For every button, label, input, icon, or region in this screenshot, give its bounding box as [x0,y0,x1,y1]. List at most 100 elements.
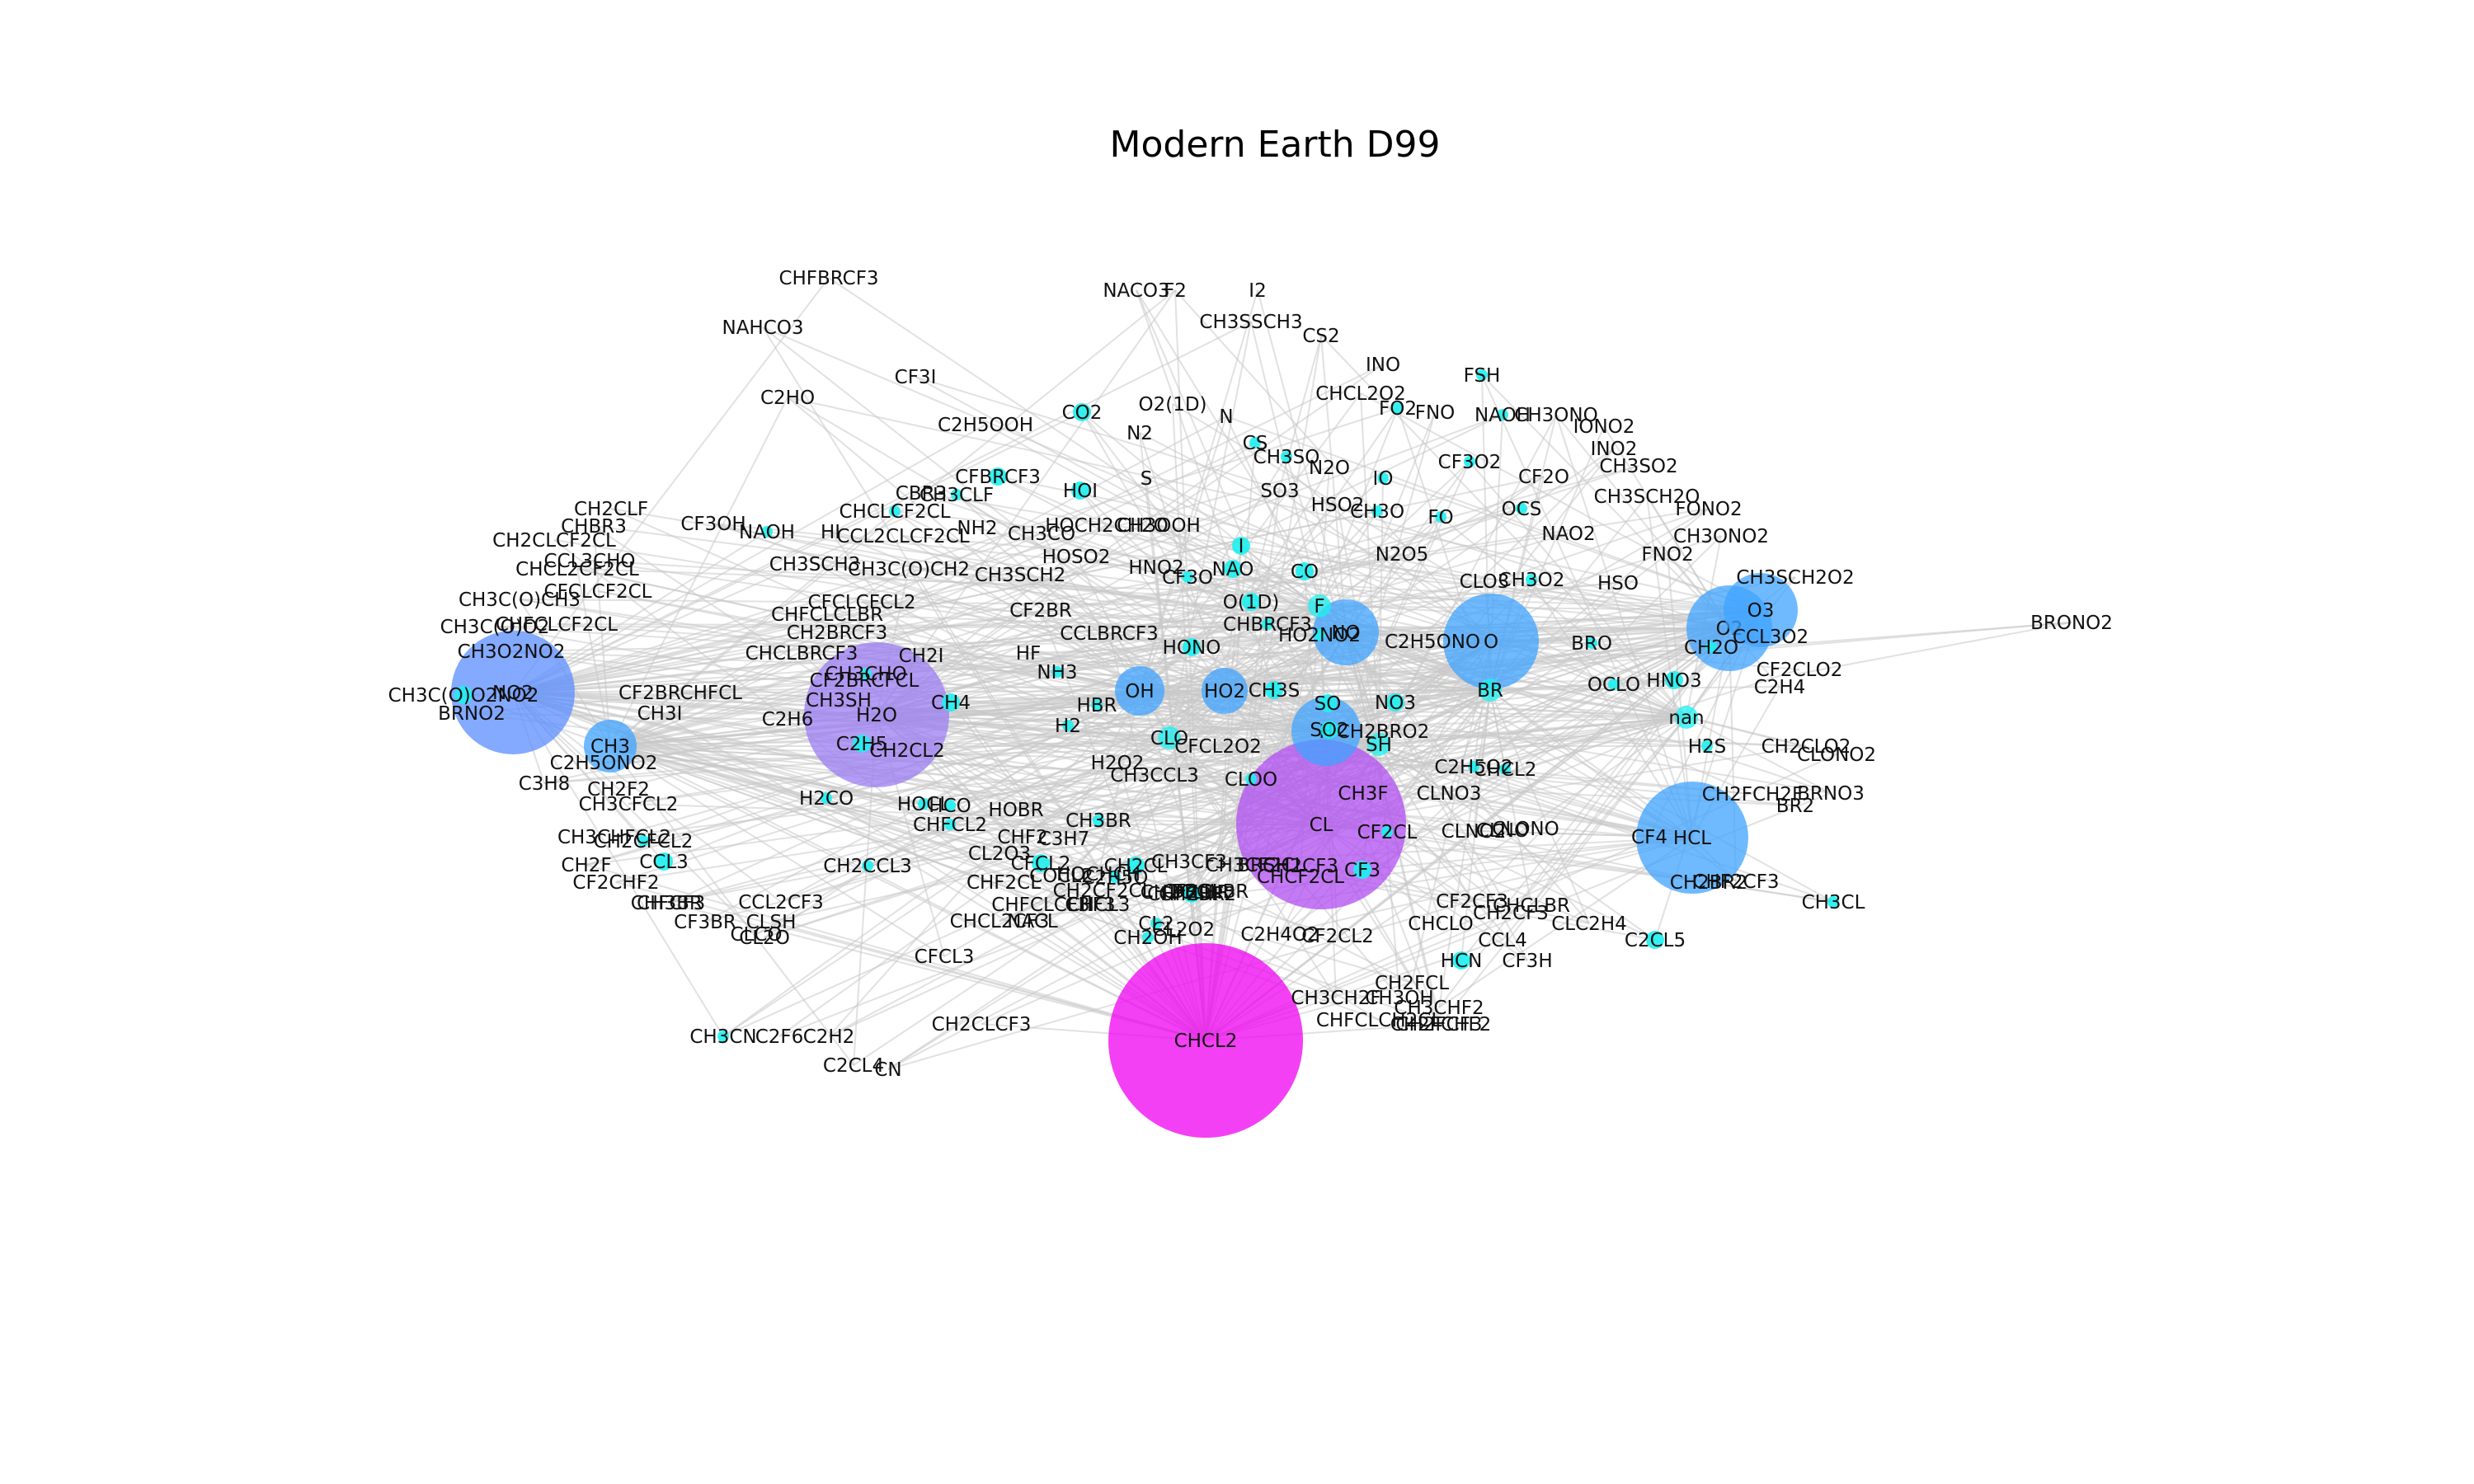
graph-node: C2H4O2 [1240,924,1319,946]
node-circle [1516,503,1527,514]
node-label: CHCL2CF3 [950,911,1050,932]
graph-node: CH3OH [1365,988,1433,1009]
graph-edge [902,535,1761,611]
graph-node: S [1141,468,1153,490]
graph-node: CBR3 [896,483,947,505]
node-label: C3H8 [519,773,571,795]
graph-node: FSH [1464,365,1501,387]
graph-node: CCL3 [639,852,689,873]
node-label: NO [1331,622,1360,644]
node-circle [1126,857,1145,875]
node-label: CHFCLCH2CL [1316,1010,1442,1031]
graph-edge [1794,622,2072,675]
graph-edge [519,599,1761,611]
graph-edge [1440,716,1687,1025]
graph-node: CF3 [1344,860,1380,881]
node-circle [717,1031,729,1042]
graph-node: CHCLO [1408,913,1474,935]
node-circle [1093,815,1104,826]
graph-node: CH2F2 [587,779,650,801]
node-label: HBR [1076,695,1117,716]
node-label: CCL3CHO [543,551,635,572]
graph-node: CCL3O2 [1733,627,1808,648]
graph-edge [609,397,788,747]
graph-node: CL2 [1138,913,1174,935]
node-label: CF3OH [680,514,745,535]
node-label: FNO2 [1641,544,1693,566]
graph-node: CF2CLO2 [1757,660,1843,681]
node-label: CHFBRCF3 [778,268,878,289]
graph-node: CLOO [1225,769,1277,791]
node-label: CH2BRCF3 [787,622,888,644]
graph-edge [609,745,854,1066]
graph-node: CH2CCL3 [823,856,912,877]
graph-edge [1320,824,1834,903]
graph-edge [764,690,1141,938]
graph-edge [1224,335,1322,692]
node-circle [1265,681,1283,699]
graph-node: CF2CLBR [1163,881,1249,903]
graph-node: CH2FCF3 [1395,1014,1482,1036]
node-label: CCL2CF3 [738,892,824,913]
graph-node: SO3 [1260,481,1299,502]
node-label: CHF2CF3 [1692,871,1779,893]
graph-node: CHCL2CF2CL [515,559,639,580]
graph-node: C2HO [760,387,815,409]
node-circle [637,835,649,847]
graph-node: H2S [1688,736,1727,758]
node-circle [1202,668,1248,714]
node-circle [1827,896,1839,908]
node-circle [1051,666,1063,678]
graph-node: CCLBRCF3 [1060,623,1158,645]
node-label: SO2 [1310,720,1348,741]
node-label: CH3ONO2 [1673,526,1769,547]
graph-edge [876,714,1413,984]
graph-edge [722,689,1491,1037]
node-circle [1646,931,1664,949]
node-label: C2H6 [762,709,814,730]
graph-node: CHCLCF2CL [839,501,950,523]
graph-edge [1098,690,1225,905]
node-circle [1476,369,1488,381]
graph-node: CH3CL [1802,892,1865,913]
node-label: NAOH [1475,405,1531,426]
node-label: CF3BR [674,912,736,933]
graph-node: HCO [929,796,971,817]
graph-node: CF2CL2 [1301,926,1373,947]
node-label: CHCF2CL [1257,866,1344,888]
node-label: CH3CH2F [1291,988,1380,1009]
graph-edge [780,737,1170,903]
node-circle [584,720,637,773]
node-label: CHFCL2 [913,815,987,836]
graph-node: NACO3 [1103,280,1169,302]
node-circle [1314,629,1325,641]
graph-node: CH3SO [1253,447,1320,468]
node-label: NO2 [492,683,534,704]
graph-edge [512,407,1399,693]
node-circle [1142,932,1154,943]
graph-edge [755,605,1320,935]
node-circle [1497,409,1508,420]
graph-edge [1378,744,1650,838]
node-circle [1464,456,1475,467]
graph-node: CHFCHF2 [1147,884,1236,905]
graph-node: CL2O [739,928,790,949]
graph-edge [1345,632,1528,961]
node-label: N2 [1126,423,1153,444]
graph-node: BRONO2 [2030,613,2113,634]
graph-node: HSO [1597,573,1639,594]
graph-node: IO [1373,468,1394,490]
node-label: C2F6 [755,1026,804,1048]
graph-node: CLCO [730,924,782,946]
node-label: BRCL [1171,881,1221,903]
graph-edge [1378,744,1656,941]
graph-node: CH2CLBR [1141,882,1230,904]
node-circle [862,860,873,871]
graph-node: NAOH [1475,405,1531,426]
node-label: CBR3 [896,483,947,505]
graph-node: CH2BRCF3 [787,622,888,644]
node-circle [1150,918,1162,929]
graph-node: NO3 [1375,693,1416,714]
node-label: CH3SCH3 [769,554,861,575]
